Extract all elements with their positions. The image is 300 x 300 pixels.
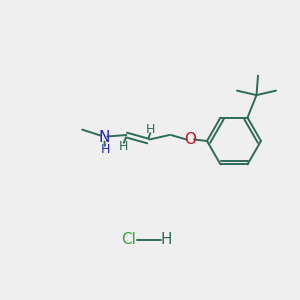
Text: H: H <box>161 232 172 247</box>
Text: O: O <box>184 132 196 147</box>
Text: H: H <box>119 140 129 153</box>
Text: H: H <box>100 143 110 156</box>
Text: H: H <box>146 123 155 136</box>
Text: N: N <box>98 130 110 146</box>
Text: Cl: Cl <box>122 232 136 247</box>
